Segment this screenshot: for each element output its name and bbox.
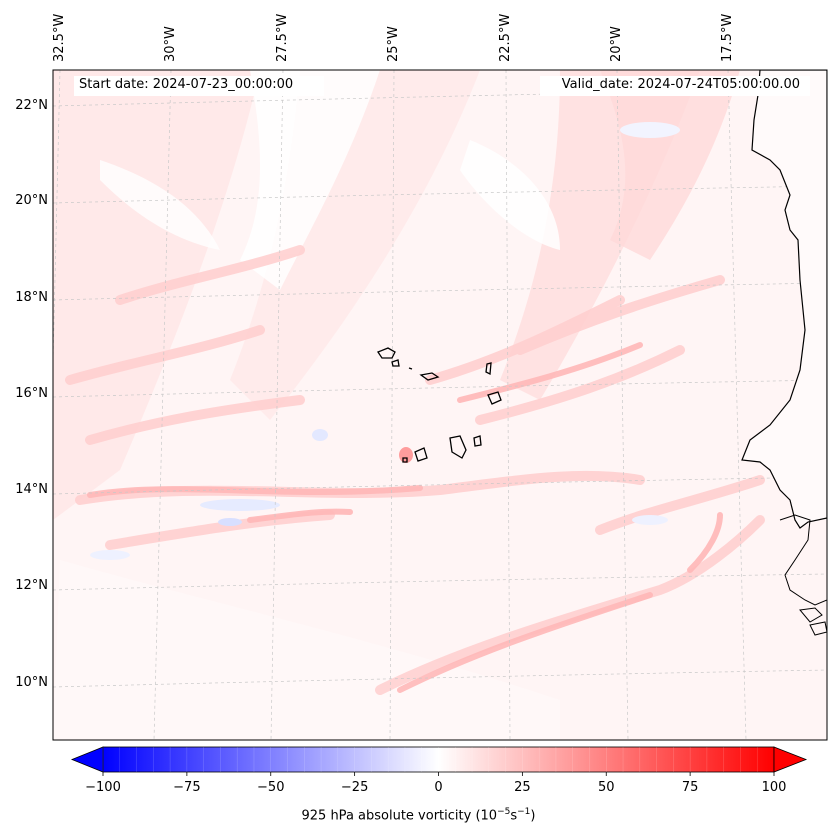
lat-label-18n: 18°N xyxy=(15,290,48,305)
lat-label-14n: 14°N xyxy=(15,482,48,497)
lat-label-16n: 16°N xyxy=(15,386,48,401)
colorbar-max-extend xyxy=(773,746,808,773)
lat-label-10n: 10°N xyxy=(15,675,48,690)
start-date-label: Start date: 2024-07-23_00:00:00 xyxy=(79,77,294,92)
colorbar-tick-label: −100 xyxy=(85,780,121,795)
colorbar-tick-label: −25 xyxy=(340,780,369,795)
colorbar-tick-label: 75 xyxy=(681,780,699,795)
start-date-box xyxy=(74,76,324,96)
cape-verde-islands xyxy=(377,347,502,463)
colorbar-tick-label: 100 xyxy=(761,780,787,795)
colorbar-tick-label: −75 xyxy=(173,780,201,795)
map-frame xyxy=(52,69,828,741)
lat-label-12n: 12°N xyxy=(15,578,48,593)
valid-date-label: Valid_date: 2024-07-24T05:00:00.00 xyxy=(561,77,800,92)
colorbar xyxy=(70,746,808,776)
vorticity-field xyxy=(53,70,827,740)
lat-label-20n: 20°N xyxy=(15,193,48,208)
colorbar-tick-label: 25 xyxy=(514,780,531,795)
colorbar-label: 925 hPa absolute vorticity (10−5s−1) xyxy=(301,807,536,824)
colorbar-min-extend xyxy=(70,746,104,773)
colorbar-tick-label: −50 xyxy=(257,780,285,795)
colorbar-tick-label: 0 xyxy=(434,780,443,795)
valid-date-box xyxy=(540,76,810,96)
africa-coastline xyxy=(741,70,827,529)
colorbar-tick-label: 50 xyxy=(597,780,615,795)
colorbar-gradient xyxy=(102,746,775,773)
lat-label-22n: 22°N xyxy=(15,98,48,113)
